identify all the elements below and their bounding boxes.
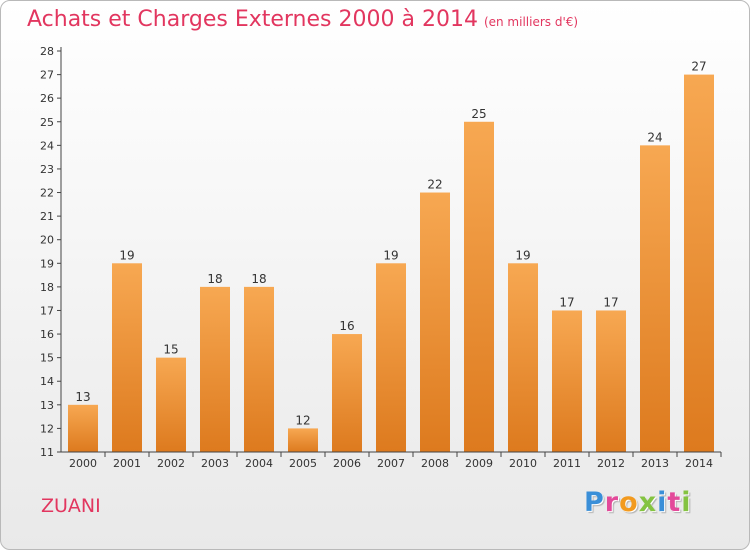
y-tick-label: 26: [40, 92, 54, 105]
bar: [552, 310, 582, 452]
x-tick-label: 2001: [113, 457, 141, 470]
y-tick-label: 27: [40, 69, 54, 82]
proxiti-logo[interactable]: Proxiti: [584, 487, 692, 518]
data-label: 24: [647, 130, 662, 144]
bar: [508, 263, 538, 452]
x-tick-label: 2003: [201, 457, 229, 470]
bar: [684, 74, 714, 453]
x-tick-label: 2008: [421, 457, 449, 470]
bar: [464, 121, 494, 452]
commune-name: ZUANI: [41, 495, 101, 517]
data-label: 19: [119, 248, 134, 262]
bar: [420, 192, 450, 452]
data-label: 19: [515, 248, 530, 262]
x-tick-label: 2002: [157, 457, 185, 470]
bar: [200, 286, 230, 452]
y-tick-label: 19: [40, 257, 54, 270]
data-label: 27: [691, 60, 706, 74]
chart-subtitle: (en milliers d'€): [483, 15, 579, 29]
y-tick-label: 25: [40, 116, 54, 129]
y-tick-label: 22: [40, 187, 54, 200]
bars: 13 19 15 18 18 12 16 19 22 25 19 17 17 24 27: [68, 60, 714, 453]
x-axis: 2000 2001 2002 2003 2004 2005 2006 2007 2008 2009…: [61, 451, 722, 470]
bar: [376, 263, 406, 452]
data-label: 19: [383, 248, 398, 262]
chart-title-text: Achats et Charges Externes 2000 à 2014: [27, 7, 478, 32]
x-tick-label: 2009: [465, 457, 493, 470]
bar: [332, 334, 362, 452]
data-label: 25: [471, 107, 486, 121]
x-tick-label: 2000: [69, 457, 97, 470]
bar: [156, 357, 186, 452]
y-tick-label: 23: [40, 163, 54, 176]
logo-letter: r: [604, 487, 620, 518]
data-label: 17: [559, 295, 574, 309]
y-tick-label: 24: [40, 139, 54, 152]
y-tick-label: 11: [40, 446, 54, 459]
y-tick-label: 21: [40, 210, 54, 223]
x-tick-label: 2010: [509, 457, 537, 470]
y-axis: 11 12 13 14 15 16 17 18 19 20 21 22 23 24 25 26 27 28: [40, 45, 62, 459]
x-tick-label: 2011: [553, 457, 581, 470]
bar: [112, 263, 142, 452]
x-tick-label: 2004: [245, 457, 273, 470]
bar: [596, 310, 626, 452]
y-tick-label: 28: [40, 45, 54, 58]
x-tick-label: 2007: [377, 457, 405, 470]
data-label: 22: [427, 178, 442, 192]
data-label: 18: [251, 272, 266, 286]
data-label: 15: [163, 343, 178, 357]
bar: [288, 428, 318, 452]
x-tick-label: 2013: [641, 457, 669, 470]
data-label: 16: [339, 319, 354, 333]
y-tick-label: 13: [40, 399, 54, 412]
logo-letter: o: [619, 487, 639, 518]
data-label: 13: [75, 390, 90, 404]
logo-letter: x: [638, 487, 658, 518]
data-label: 17: [603, 295, 618, 309]
data-label: 18: [207, 272, 222, 286]
y-tick-label: 14: [40, 375, 54, 388]
logo-letter: i: [657, 487, 668, 518]
y-tick-label: 18: [40, 281, 54, 294]
x-tick-label: 2006: [333, 457, 361, 470]
x-tick-label: 2012: [597, 457, 625, 470]
y-tick-label: 12: [40, 422, 54, 435]
y-tick-label: 16: [40, 328, 54, 341]
bar: [244, 286, 274, 452]
y-tick-label: 15: [40, 352, 54, 365]
y-tick-label: 17: [40, 304, 54, 317]
x-tick-label: 2014: [685, 457, 713, 470]
logo-letter: i: [681, 487, 692, 518]
data-label: 12: [295, 413, 310, 427]
bar: [68, 404, 98, 452]
bar: [640, 145, 670, 452]
chart-title: Achats et Charges Externes 2000 à 2014 (e…: [27, 7, 578, 32]
y-tick-label: 20: [40, 234, 54, 247]
logo-letter: P: [584, 487, 605, 518]
logo-letter: t: [667, 487, 682, 518]
x-tick-label: 2005: [289, 457, 317, 470]
